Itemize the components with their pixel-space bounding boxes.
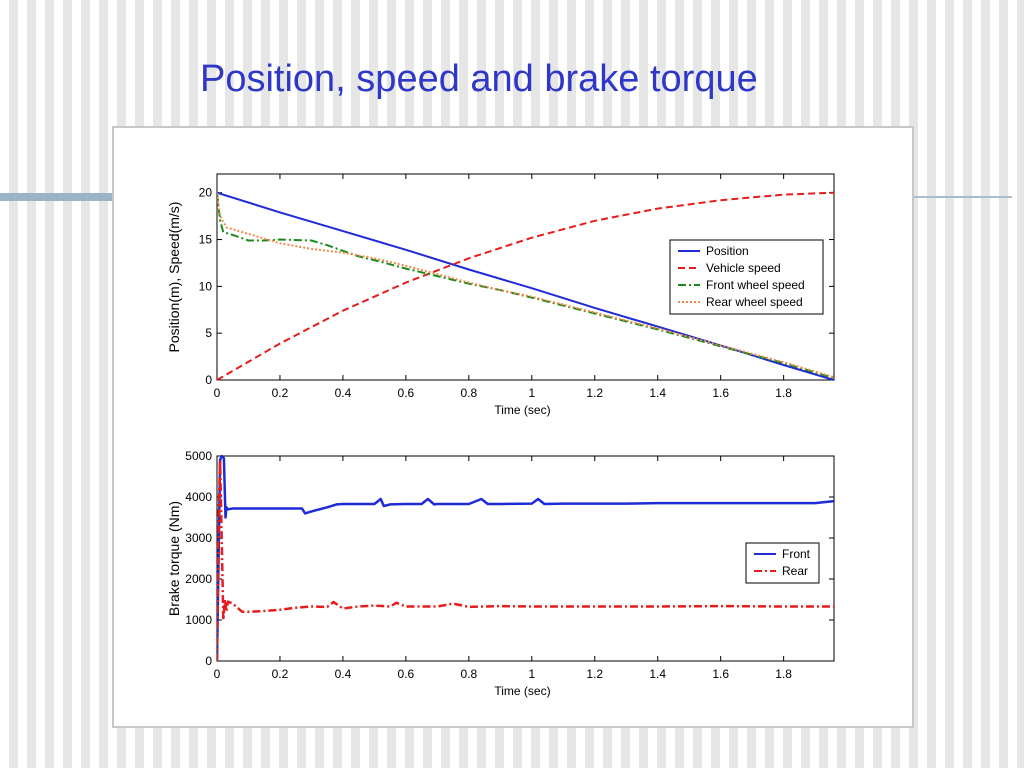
axes-box: [216, 455, 835, 662]
series-line-front-wheel-speed: [217, 192, 834, 380]
x-tick-label: 1: [528, 667, 535, 681]
x-tick-label: 0: [214, 386, 221, 400]
legend-label: Front wheel speed: [706, 278, 805, 292]
x-tick-label: 1.8: [775, 667, 792, 681]
x-tick-label: 1.6: [712, 386, 729, 400]
position-speed-chart: 0 0.2 0.4 0.6 0.8 1 1.2 1.4 1.6 1.8 0 5 10 15 20 Time (…: [166, 173, 835, 417]
x-tick-label: 0.2: [272, 386, 289, 400]
y-tick-label: 1000: [185, 613, 212, 627]
legend-box: [745, 542, 820, 584]
y-tick-label: 4000: [185, 490, 212, 504]
y-tick-label: 10: [199, 279, 213, 293]
x-tick-label: 1.4: [649, 386, 666, 400]
y-tick-label: 0: [205, 654, 212, 668]
y-tick-label: 15: [199, 233, 213, 247]
x-tick-label: 1.8: [775, 386, 792, 400]
accent-bar: [0, 193, 112, 201]
y-tick-label: 3000: [185, 531, 212, 545]
x-tick-label: 0.8: [460, 667, 477, 681]
legend-label: Front: [782, 547, 811, 561]
legend-label: Position: [706, 244, 749, 258]
series-line-rear-wheel-speed: [217, 192, 834, 379]
x-axis-label: Time (sec): [494, 403, 550, 417]
x-tick-label: 0.4: [335, 667, 352, 681]
y-tick-label: 0: [205, 373, 212, 387]
series-line-vehicle-speed: [217, 191, 834, 381]
series-line-front: [217, 454, 834, 662]
y-axis-label: Position(m), Speed(m/s): [166, 202, 182, 353]
y-tick-label: 2000: [185, 572, 212, 586]
x-tick-label: 0.8: [460, 386, 477, 400]
x-tick-label: 0.4: [335, 386, 352, 400]
legend-label: Rear: [782, 564, 808, 578]
x-tick-label: 1.2: [586, 386, 603, 400]
x-tick-label: 0.6: [398, 386, 415, 400]
x-axis-label: Time (sec): [494, 684, 550, 698]
legend-label: Rear wheel speed: [706, 295, 803, 309]
x-tick-label: 1.6: [712, 667, 729, 681]
y-tick-label: 5000: [185, 449, 212, 463]
figure-panel: 0 0.2 0.4 0.6 0.8 1 1.2 1.4 1.6 1.8 0 5 10 15 20 Time (…: [112, 126, 914, 728]
x-tick-label: 0.6: [398, 667, 415, 681]
x-tick-label: 0.2: [272, 667, 289, 681]
x-tick-label: 0: [214, 667, 221, 681]
x-tick-label: 1.4: [649, 667, 666, 681]
brake-torque-chart: 0 0.2 0.4 0.6 0.8 1 1.2 1.4 1.6 1.8 0 1000 2000 3000 4…: [166, 449, 835, 698]
slide-title: Position, speed and brake torque: [200, 58, 758, 100]
series-line-rear: [217, 458, 834, 662]
x-tick-label: 1: [528, 386, 535, 400]
legend-label: Vehicle speed: [706, 261, 781, 275]
x-tick-label: 1.2: [586, 667, 603, 681]
y-axis-label: Brake torque (Nm): [166, 501, 182, 616]
y-tick-label: 5: [205, 326, 212, 340]
series-line-position: [217, 191, 834, 381]
y-tick-label: 20: [199, 186, 213, 200]
